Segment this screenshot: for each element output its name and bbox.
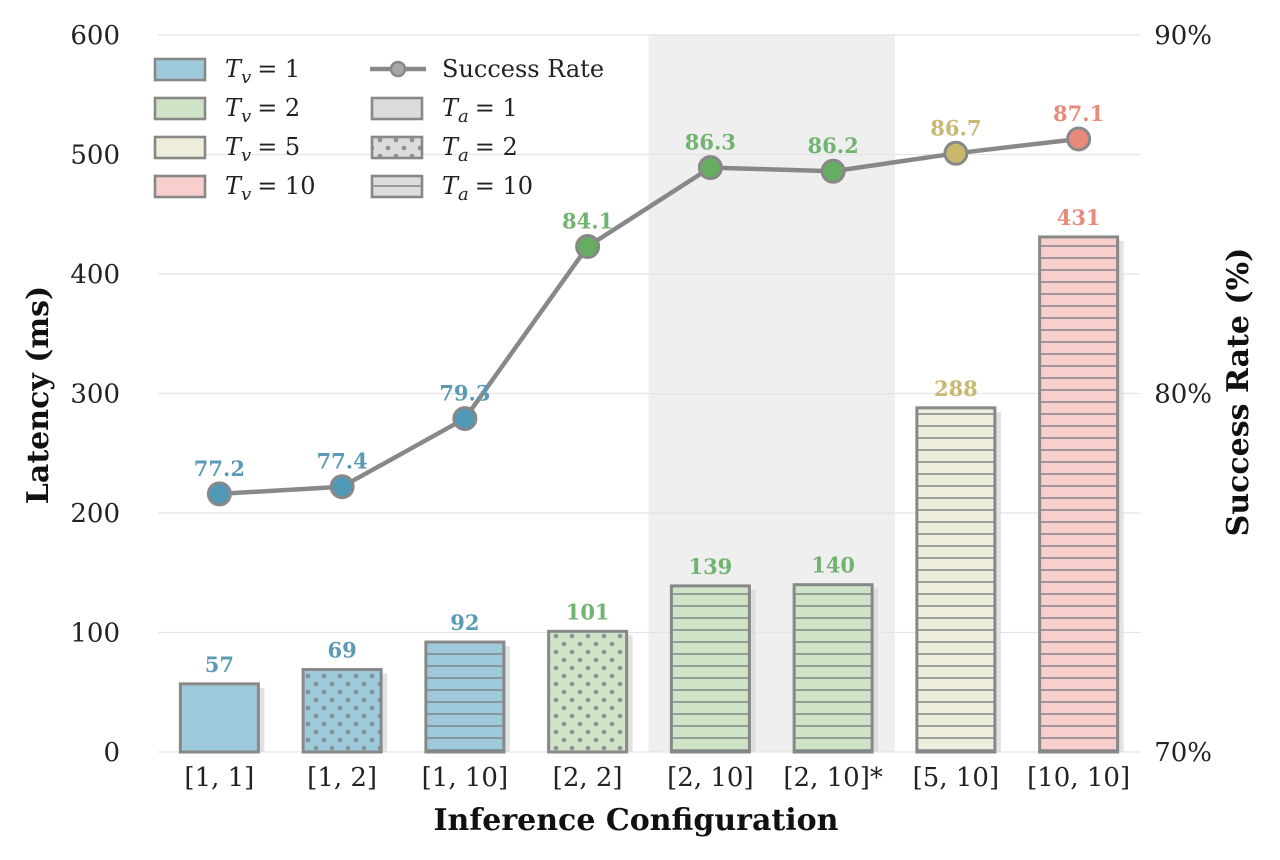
success-point-layer [206, 126, 1092, 507]
left-tick-label: 400 [70, 260, 120, 290]
x-axis-label: Inference Configuration [434, 803, 839, 838]
secondary-y-axis-label: Success Rate (%) [1221, 248, 1256, 537]
success-rate-value-label: 84.1 [562, 209, 613, 234]
latency-value-label: 140 [811, 553, 855, 578]
latency-value-label: 92 [450, 610, 479, 635]
latency-bar [424, 640, 506, 754]
left-tick-label: 100 [70, 619, 120, 649]
legend-success-label: Success Rate [442, 55, 604, 83]
legend-success-point [389, 60, 407, 78]
x-tick-label: [10, 10] [1027, 763, 1130, 793]
latency-bar [1038, 235, 1120, 754]
latency-bar [669, 584, 751, 754]
legend-ta-swatch [370, 174, 424, 199]
success-rate-point [1066, 126, 1092, 152]
bar-label-layer: 57 69 92 101 139 140 288 431 [205, 205, 1101, 677]
legend-tv-swatch [153, 96, 207, 121]
left-tick-label: 600 [70, 21, 120, 51]
latency-bar [178, 682, 260, 754]
right-tick-label: 70% [1154, 738, 1212, 768]
latency-value-label: 57 [205, 652, 234, 677]
right-tick-layer: 70% 80% 90% [1154, 21, 1212, 768]
left-tick-label: 500 [70, 141, 120, 171]
legend-tv-label: Tv = 5 [225, 133, 300, 166]
legend-ta-swatch [370, 96, 424, 121]
x-tick-label: [2, 10]* [783, 763, 882, 793]
legend-tv-label: Tv = 10 [225, 172, 315, 205]
left-tick-label: 200 [70, 499, 120, 529]
latency-bar [301, 668, 383, 754]
legend-ta-swatch [370, 135, 424, 160]
x-tick-label: [5, 10] [913, 763, 999, 793]
x-tick-label: [1, 1] [184, 763, 254, 793]
x-tick-label: [2, 10] [667, 763, 753, 793]
success-rate-value-label: 77.4 [317, 449, 368, 474]
success-rate-point [452, 406, 478, 432]
latency-value-label: 288 [934, 376, 978, 401]
success-label-layer: 77.2 77.4 79.3 84.1 86.3 86.2 86.7 87.1 [194, 101, 1104, 481]
x-tick-label: [1, 2] [307, 763, 377, 793]
legend-tv-label: Tv = 1 [225, 55, 300, 88]
success-rate-point [206, 481, 232, 507]
legend: Tv = 1 Tv = 2 Tv = 5 Tv = 10 Success Rate Ta = 1 Ta… [153, 55, 604, 205]
legend-tv-swatch [153, 57, 207, 82]
success-line-layer [217, 136, 1081, 497]
left-tick-label: 300 [70, 380, 120, 410]
success-rate-point [943, 140, 969, 166]
latency-bar [915, 406, 997, 754]
success-rate-line [217, 136, 1081, 497]
legend-tv-swatch [153, 135, 207, 160]
latency-value-label: 139 [688, 554, 732, 579]
bar-layer [178, 235, 1120, 754]
right-tick-label: 90% [1154, 21, 1212, 51]
success-rate-value-label: 79.3 [439, 381, 490, 406]
legend-tv-swatch [153, 174, 207, 199]
success-rate-point [329, 474, 355, 500]
left-tick-layer: 0 100 200 300 400 500 600 [70, 21, 120, 768]
legend-ta-label: Ta = 1 [442, 94, 518, 127]
success-rate-value-label: 86.3 [685, 130, 736, 155]
latency-value-label: 431 [1057, 205, 1101, 230]
y-axis-label: Latency (ms) [21, 286, 56, 504]
latency-bar [547, 629, 629, 754]
legend-tv-label: Tv = 2 [225, 94, 300, 127]
success-rate-value-label: 86.2 [808, 133, 859, 158]
legend-ta-label: Ta = 10 [442, 172, 533, 205]
x-tick-label: [1, 10] [422, 763, 508, 793]
latency-bar [792, 583, 874, 754]
success-rate-value-label: 87.1 [1053, 101, 1104, 126]
success-rate-value-label: 86.7 [930, 115, 981, 140]
success-rate-point [575, 234, 601, 260]
right-tick-label: 80% [1154, 380, 1212, 410]
x-tick-layer: [1, 1] [1, 2] [1, 10] [2, 2] [2, 10] [2, 10]*… [184, 763, 1130, 793]
x-tick-label: [2, 2] [553, 763, 623, 793]
success-rate-point [820, 158, 846, 184]
success-rate-point [697, 155, 723, 181]
legend-ta-label: Ta = 2 [442, 133, 518, 166]
latency-value-label: 69 [328, 638, 357, 663]
left-tick-label: 0 [103, 738, 120, 768]
success-rate-value-label: 77.2 [194, 456, 245, 481]
latency-value-label: 101 [566, 599, 610, 624]
